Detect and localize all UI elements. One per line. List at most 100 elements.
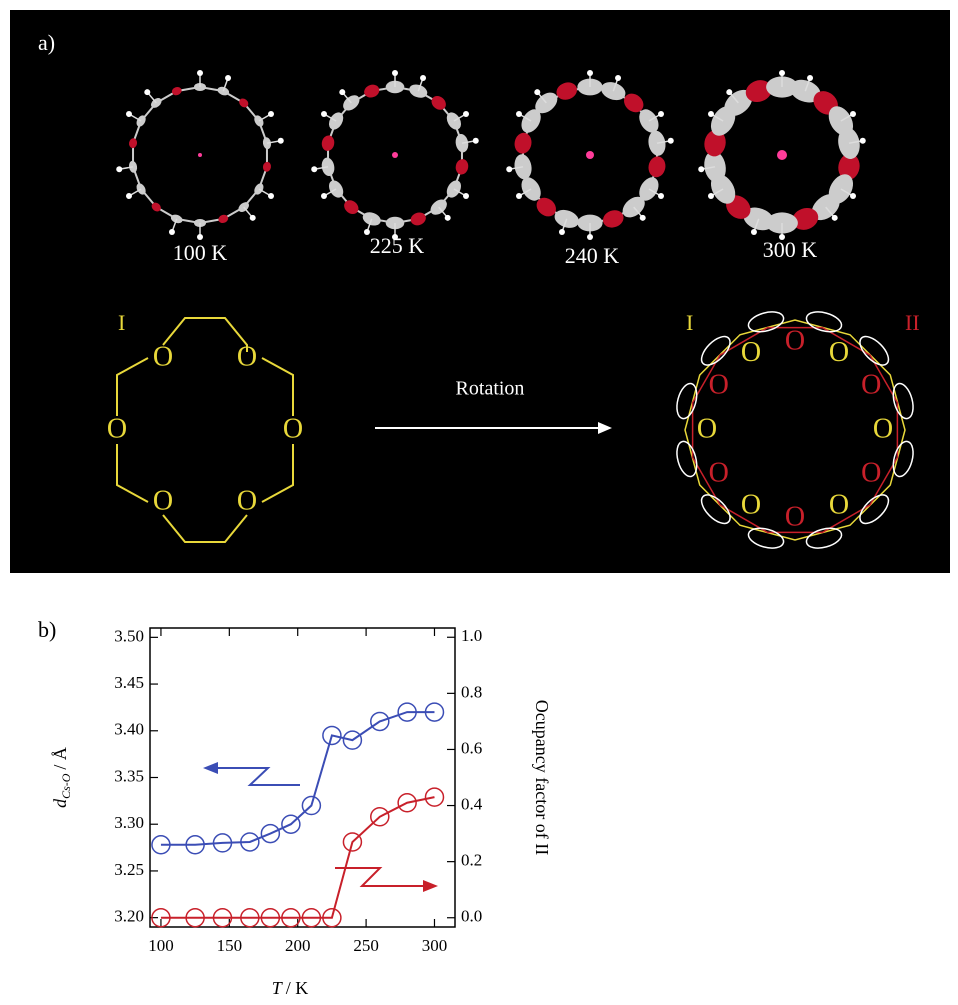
hydrogen-atom bbox=[658, 111, 664, 117]
hydrogen-atom bbox=[850, 193, 856, 199]
atom-label: O bbox=[709, 369, 729, 400]
axis-pointer bbox=[215, 768, 300, 785]
hydrogen-atom bbox=[668, 138, 674, 144]
x-tick-label: 200 bbox=[285, 936, 311, 955]
y2-tick-label: 0.8 bbox=[461, 682, 482, 701]
hydrogen-atom bbox=[698, 166, 704, 172]
hydrogen-atom bbox=[516, 193, 522, 199]
hydrogen-atom bbox=[169, 229, 175, 235]
figure: OOOOOOOOOOOOOOOOOO a) 100 K 225 K 240 K … bbox=[0, 0, 958, 1005]
conformer-label: I bbox=[686, 310, 693, 335]
plot-frame bbox=[150, 628, 455, 927]
y2-tick-label: 0.6 bbox=[461, 738, 482, 757]
y-tick-label: 3.25 bbox=[114, 860, 144, 879]
y2-tick-label: 1.0 bbox=[461, 626, 482, 645]
atom-label: O bbox=[153, 485, 173, 516]
y-tick-label: 3.45 bbox=[114, 673, 144, 692]
page: OOOOOOOOOOOOOOOOOO a) 100 K 225 K 240 K … bbox=[0, 0, 958, 1005]
atom-label: O bbox=[741, 490, 761, 521]
x-tick-label: 150 bbox=[217, 936, 243, 955]
cesium-atom bbox=[392, 152, 398, 158]
atom-label: O bbox=[741, 337, 761, 368]
atom-label: O bbox=[785, 325, 805, 356]
atom-label: O bbox=[697, 413, 717, 444]
axis-pointer-head bbox=[423, 880, 438, 892]
hydrogen-atom bbox=[311, 166, 317, 172]
panel-label: b) bbox=[38, 617, 56, 642]
atom-label: O bbox=[829, 337, 849, 368]
chart: 3.20 3.25 3.30 3.35 3.40 3.45 3.50 0.0 0.2 0.4 0.6… bbox=[50, 626, 552, 998]
atom-label: O bbox=[785, 501, 805, 532]
y2-axis-label: Ocupancy factor of II bbox=[532, 700, 552, 855]
hydrogen-atom bbox=[860, 138, 866, 144]
hydrogen-atom bbox=[463, 193, 469, 199]
x-label-symbol: T bbox=[272, 978, 284, 998]
temperature-label: 240 K bbox=[565, 243, 620, 268]
y-tick-label: 3.40 bbox=[114, 720, 144, 739]
atom-label: O bbox=[861, 457, 881, 488]
conformer-label: I bbox=[118, 310, 125, 335]
atom-label: O bbox=[873, 413, 893, 444]
hydrogen-atom bbox=[321, 111, 327, 117]
hydrogen-atom bbox=[445, 215, 451, 221]
cesium-atom bbox=[198, 153, 202, 157]
hydrogen-atom bbox=[420, 75, 426, 81]
hydrogen-atom bbox=[473, 138, 479, 144]
hydrogen-atom bbox=[197, 70, 203, 76]
hydrogen-atom bbox=[463, 111, 469, 117]
arrow-label: Rotation bbox=[456, 378, 525, 400]
series-line bbox=[161, 797, 435, 918]
hydrogen-atom bbox=[559, 229, 565, 235]
atom-label: O bbox=[709, 457, 729, 488]
x-tick-label: 250 bbox=[353, 936, 379, 955]
hydrogen-atom bbox=[516, 111, 522, 117]
hydrogen-atom bbox=[339, 89, 345, 95]
hydrogen-atom bbox=[587, 70, 593, 76]
y2-tick-label: 0.0 bbox=[461, 907, 482, 926]
hydrogen-atom bbox=[708, 111, 714, 117]
hydrogen-atom bbox=[779, 70, 785, 76]
x-axis-label: T/ K bbox=[272, 978, 309, 998]
hydrogen-atom bbox=[640, 215, 646, 221]
y-axis-label: dCs-O/ Å bbox=[50, 747, 73, 808]
hydrogen-atom bbox=[116, 166, 122, 172]
x-label-unit: / K bbox=[286, 978, 309, 998]
hydrogen-atom bbox=[587, 234, 593, 240]
hydrogen-atom bbox=[126, 193, 132, 199]
x-tick-label: 100 bbox=[148, 936, 174, 955]
series-line bbox=[161, 712, 435, 845]
hydrogen-atom bbox=[250, 215, 256, 221]
axis-pointer-head bbox=[203, 762, 218, 774]
y2-tick-label: 0.4 bbox=[461, 794, 483, 813]
y-tick-label: 3.20 bbox=[114, 907, 144, 926]
y-tick-label: 3.50 bbox=[114, 626, 144, 645]
axis-pointer bbox=[335, 868, 425, 886]
conformer-label: II bbox=[905, 310, 920, 335]
hydrogen-atom bbox=[268, 111, 274, 117]
panel-label: a) bbox=[38, 30, 55, 55]
y-label-unit: / Å bbox=[50, 747, 70, 770]
atom-label: O bbox=[237, 341, 257, 372]
atom-label: O bbox=[153, 341, 173, 372]
hydrogen-atom bbox=[658, 193, 664, 199]
temperature-label: 225 K bbox=[370, 233, 425, 258]
temperature-label: 300 K bbox=[763, 237, 818, 262]
hydrogen-atom bbox=[708, 193, 714, 199]
y-tick-label: 3.30 bbox=[114, 813, 144, 832]
hydrogen-atom bbox=[278, 138, 284, 144]
hydrogen-atom bbox=[807, 75, 813, 81]
atom-label: O bbox=[283, 413, 303, 444]
y2-tick-label: 0.2 bbox=[461, 851, 482, 870]
x-tick-label: 300 bbox=[422, 936, 448, 955]
hydrogen-atom bbox=[321, 193, 327, 199]
hydrogen-atom bbox=[268, 193, 274, 199]
hydrogen-atom bbox=[126, 111, 132, 117]
y-tick-label: 3.35 bbox=[114, 766, 144, 785]
hydrogen-atom bbox=[832, 215, 838, 221]
hydrogen-atom bbox=[392, 70, 398, 76]
hydrogen-atom bbox=[144, 89, 150, 95]
atom-label: O bbox=[237, 485, 257, 516]
hydrogen-atom bbox=[615, 75, 621, 81]
atom-label: O bbox=[829, 490, 849, 521]
hydrogen-atom bbox=[751, 229, 757, 235]
